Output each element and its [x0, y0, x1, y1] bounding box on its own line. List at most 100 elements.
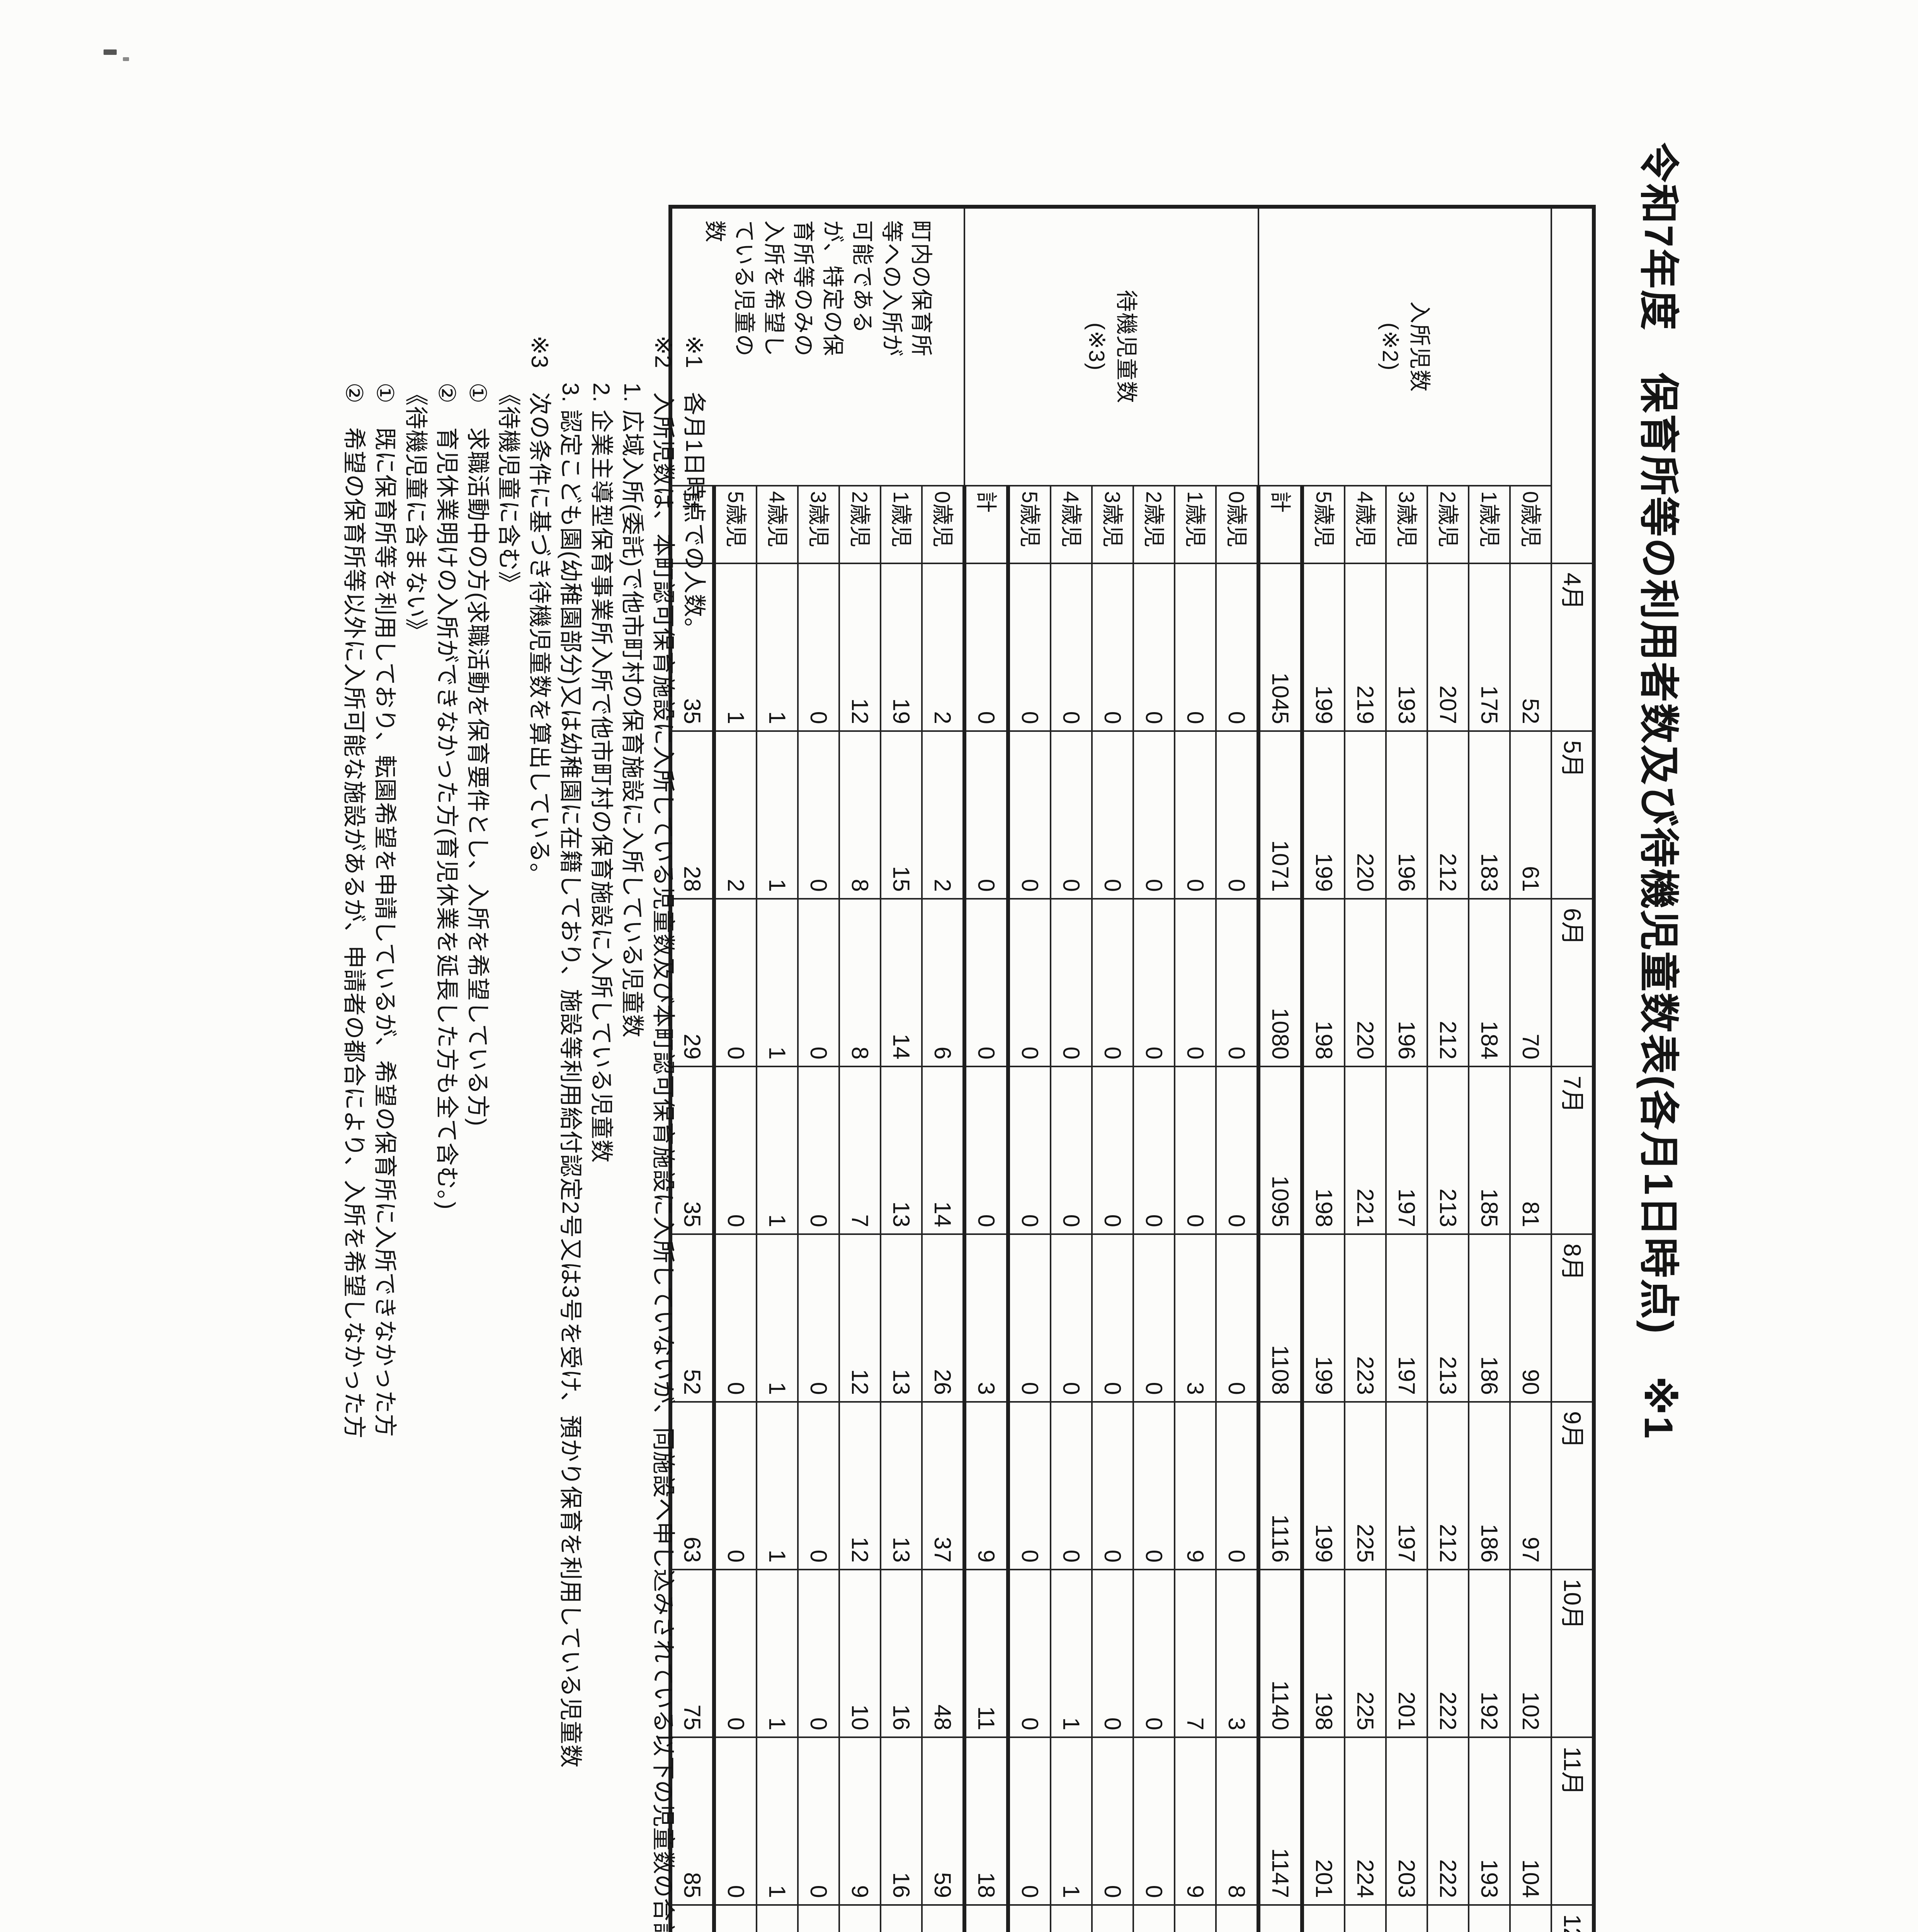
scan-artifact — [123, 57, 129, 61]
value-cell: 0 — [964, 563, 1008, 731]
value-cell: 201 — [1302, 1737, 1345, 1905]
value-cell: 12 — [839, 563, 881, 731]
value-cell: 1 — [757, 1234, 798, 1402]
age-label: 4歳児 — [1051, 486, 1092, 563]
footnote-line: 1. 広域入所(委託)で他市町村の保育施設に入所している児童数 — [619, 383, 645, 1038]
value-cell: 0 — [1133, 899, 1175, 1066]
month-header: 10月 — [1551, 1570, 1594, 1737]
value-cell: 212 — [1427, 899, 1469, 1066]
section-label-line: 待機児童数 — [1114, 290, 1139, 404]
section-label-line: 町内の保育所等への入所が可能であるが、特定の保育所等のみの入所を希望している児童… — [702, 220, 934, 357]
value-cell — [1175, 1905, 1216, 1932]
value-cell: 203 — [1386, 1737, 1427, 1905]
corner-cell — [1551, 207, 1594, 563]
value-cell: 3 — [1216, 1570, 1258, 1737]
value-cell: 1140 — [1258, 1570, 1302, 1737]
value-cell: 0 — [1258, 1905, 1302, 1932]
value-cell: 19 — [881, 563, 922, 731]
value-cell: 0 — [1051, 1066, 1092, 1234]
section-label-line: 入所児数 — [1407, 301, 1432, 393]
value-cell: 193 — [1469, 1737, 1510, 1905]
value-cell: 0 — [798, 1402, 839, 1570]
value-cell: 8 — [1216, 1737, 1258, 1905]
section-label: 入所児数 (※2) — [1258, 207, 1551, 486]
month-header: 5月 — [1551, 731, 1594, 899]
value-cell: 12 — [839, 1402, 881, 1570]
value-cell: 2 — [922, 731, 964, 899]
value-cell: 0 — [1092, 1234, 1133, 1402]
value-cell: 0 — [1133, 1402, 1175, 1570]
value-cell: 0 — [798, 1066, 839, 1234]
value-cell: 0 — [1175, 563, 1216, 731]
value-cell: 223 — [1345, 1234, 1386, 1402]
value-cell: 13 — [881, 1234, 922, 1402]
value-cell: 104 — [1510, 1737, 1551, 1905]
value-cell: 37 — [922, 1402, 964, 1570]
value-cell: 196 — [1386, 899, 1427, 1066]
value-cell: 0 — [714, 1402, 757, 1570]
value-cell: 198 — [1302, 899, 1345, 1066]
value-cell: 0 — [1216, 563, 1258, 731]
section-note-line: (※3) — [1084, 322, 1109, 371]
value-cell: 198 — [1302, 1066, 1345, 1234]
age-label: 計 — [964, 486, 1008, 563]
value-cell: 0 — [714, 1570, 757, 1737]
value-cell — [1469, 1905, 1510, 1932]
footnote-line: ① 既に保育所等を利用しており、転園希望を申請しているが、希望の保育所に入所でき… — [372, 383, 398, 1437]
value-cell: 1147 — [1258, 1737, 1302, 1905]
value-cell: 186 — [1469, 1402, 1510, 1570]
value-cell: 183 — [1469, 731, 1510, 899]
value-cell: 212 — [1427, 731, 1469, 899]
value-cell: 0 — [1216, 1402, 1258, 1570]
age-label: 1歳児 — [881, 486, 922, 563]
value-cell: 219 — [1345, 563, 1386, 731]
section-label-text: 入所児数 (※2) — [1376, 270, 1435, 424]
month-header: 7月 — [1551, 1066, 1594, 1234]
age-label: 3歳児 — [1386, 486, 1427, 563]
age-label: 0歳児 — [922, 486, 964, 563]
value-cell — [1302, 1905, 1345, 1932]
value-cell: 0 — [798, 899, 839, 1066]
value-cell: 0 — [714, 1234, 757, 1402]
value-cell: 0 — [1092, 899, 1133, 1066]
value-cell: 0 — [798, 1737, 839, 1905]
value-cell: 18 — [964, 1737, 1008, 1905]
value-cell — [1386, 1905, 1427, 1932]
value-cell: 0 — [1008, 1570, 1051, 1737]
value-cell: 0 — [964, 1066, 1008, 1234]
value-cell: 0 — [1092, 731, 1133, 899]
table-row: 待機児童数 (※3) 0歳児 0 0 0 0 0 0 3 8 — [964, 207, 1258, 1932]
value-cell: 207 — [1427, 563, 1469, 731]
value-cell: 48 — [922, 1570, 964, 1737]
table-area: 4月5月6月7月8月9月10月11月12月1月2月3月入所児数(※2)0歳児52… — [668, 205, 1596, 1932]
value-cell: 1 — [757, 899, 798, 1066]
value-cell: 197 — [1386, 1234, 1427, 1402]
value-cell: 0 — [1008, 563, 1051, 731]
value-cell: 1 — [757, 731, 798, 899]
value-cell: 0 — [1092, 1737, 1133, 1905]
age-label: 2歳児 — [1427, 486, 1469, 563]
age-label: 3歳児 — [798, 486, 839, 563]
footnote-line: 2. 企業主導型保育事業所入所で他市町村の保育施設に入所している児童数 — [588, 383, 614, 1163]
value-cell: 0 — [1133, 1737, 1175, 1905]
value-cell: 0 — [1092, 563, 1133, 731]
footnote-line: ② 希望の保育所等以外に入所可能な施設があるが、申請者の都合により、入所を希望し… — [341, 383, 367, 1439]
value-cell: 1 — [1051, 1570, 1092, 1737]
value-cell: 0 — [798, 1570, 839, 1737]
value-cell: 0 — [964, 731, 1008, 899]
value-cell: 7 — [1175, 1570, 1216, 1737]
footnote-line: 《待機児童に含む》 — [496, 383, 522, 595]
value-cell: 13 — [881, 1066, 922, 1234]
value-cell: 196 — [1386, 731, 1427, 899]
value-cell: 14 — [881, 899, 922, 1066]
section-label: 町内の保育所等への入所が可能であるが、特定の保育所等のみの入所を希望している児童… — [670, 207, 964, 486]
value-cell: 198 — [1302, 1570, 1345, 1737]
value-cell: 0 — [798, 563, 839, 731]
table-row: 入所児数 (※2) 0歳児 52 61 70 81 90 97 102 104 — [1258, 207, 1551, 1932]
scan-artifact — [104, 49, 117, 55]
section-label: 待機児童数 (※3) — [964, 207, 1258, 486]
value-cell: 0 — [798, 1234, 839, 1402]
value-cell: 0 — [714, 1066, 757, 1234]
